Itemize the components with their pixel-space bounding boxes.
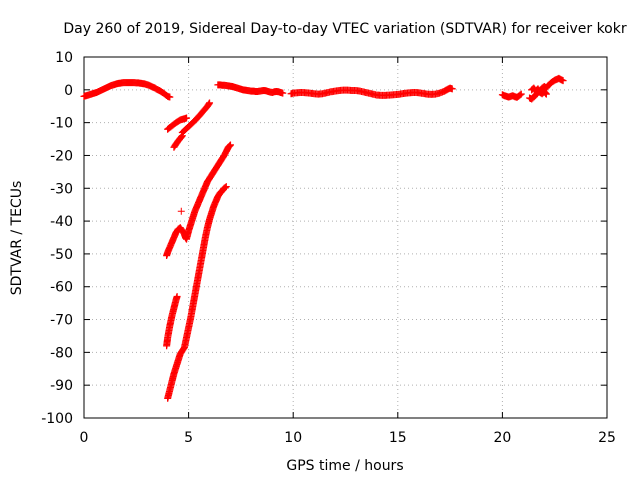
x-tick-label: 15: [389, 430, 407, 446]
data-marks: [80, 74, 567, 402]
data-point: [173, 293, 181, 301]
x-tick-label: 0: [80, 430, 89, 446]
data-point: [183, 114, 191, 122]
data-point: [226, 142, 234, 150]
data-series: [164, 114, 191, 133]
y-tick-label: -30: [50, 181, 73, 197]
y-tick-label: -90: [50, 378, 73, 394]
x-tick-label: 10: [284, 430, 302, 446]
data-point: [222, 183, 230, 191]
chart-title: Day 260 of 2019, Sidereal Day-to-day VTE…: [63, 21, 626, 37]
data-series: [170, 132, 186, 151]
data-series: [80, 79, 174, 101]
data-series: [178, 99, 214, 136]
data-point: [541, 89, 549, 97]
x-tick-label: 20: [493, 430, 511, 446]
grid-lines: [84, 57, 607, 418]
axis-ticks: 0 5 10 15 20 25 10 0 -10 -20 -30 -40 -50 -60 -70 -80 -90…: [41, 50, 616, 446]
data-series: [163, 293, 181, 350]
data-point: [206, 99, 214, 107]
y-tick-label: 10: [55, 50, 73, 66]
data-point: [542, 90, 550, 98]
y-tick-label: -10: [50, 116, 73, 132]
data-point: [177, 207, 185, 215]
y-tick-label: -20: [50, 148, 73, 164]
data-series: [287, 84, 456, 99]
data-series: [528, 84, 550, 98]
data-series: [498, 90, 525, 101]
data-series: [164, 183, 230, 402]
y-tick-label: -50: [50, 247, 73, 263]
data-point: [559, 77, 567, 85]
data-point: [221, 183, 229, 191]
x-tick-label: 5: [184, 430, 193, 446]
data-series: [214, 81, 287, 97]
y-tick-label: -80: [50, 345, 73, 361]
data-series: [163, 141, 234, 260]
data-point: [517, 90, 525, 98]
plot-frame: [83, 56, 608, 419]
data-point: [542, 89, 550, 97]
y-tick-label: -100: [41, 411, 73, 427]
data-point: [205, 100, 213, 108]
data-point: [226, 141, 234, 149]
y-tick-label: -70: [50, 313, 73, 329]
data-point: [448, 85, 456, 93]
y-tick-label: -40: [50, 214, 73, 230]
x-tick-label: 25: [598, 430, 616, 446]
data-series: [177, 207, 185, 215]
y-tick-label: -60: [50, 280, 73, 296]
data-point: [225, 142, 233, 150]
x-axis-label: GPS time / hours: [286, 458, 403, 474]
y-tick-label: 0: [64, 83, 73, 99]
y-axis-label: SDTVAR / TECUs: [9, 181, 25, 296]
data-point: [516, 91, 524, 99]
data-point: [279, 89, 287, 97]
data-point: [166, 93, 174, 101]
data-point: [178, 133, 186, 141]
